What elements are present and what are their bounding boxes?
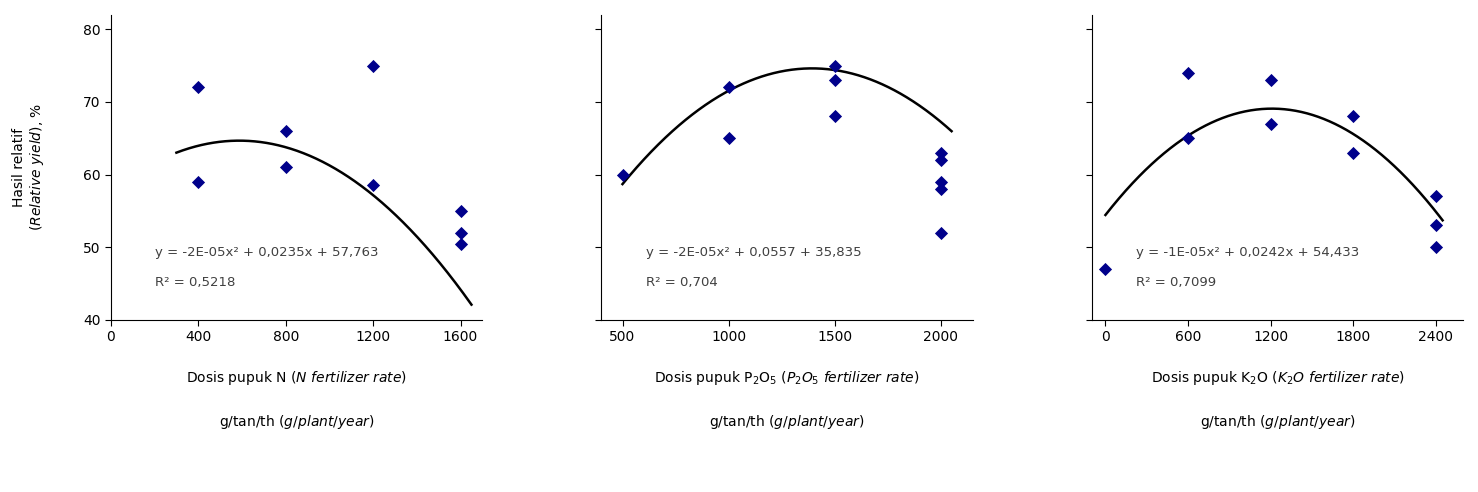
- Point: [273, 127, 297, 135]
- Point: [930, 156, 953, 164]
- Point: [1176, 69, 1200, 77]
- Point: [823, 76, 847, 84]
- Point: [449, 240, 473, 247]
- Point: [1423, 243, 1447, 251]
- Point: [610, 171, 634, 179]
- Point: [930, 149, 953, 156]
- Point: [449, 229, 473, 237]
- Point: [361, 182, 384, 189]
- Point: [717, 134, 740, 142]
- Point: [930, 185, 953, 193]
- Point: [186, 84, 210, 92]
- Point: [273, 163, 297, 171]
- Point: [717, 84, 740, 92]
- Point: [1259, 76, 1283, 84]
- Point: [823, 62, 847, 69]
- Point: [1094, 265, 1117, 273]
- Text: y = -2E-05x² + 0,0235x + 57,763: y = -2E-05x² + 0,0235x + 57,763: [155, 246, 378, 259]
- Text: Dosis pupuk P$_2$O$_5$ $\it{(P_2O_5\ fertilizer\ rate)}$: Dosis pupuk P$_2$O$_5$ $\it{(P_2O_5\ fer…: [655, 369, 919, 387]
- Point: [1342, 113, 1366, 121]
- Point: [1176, 134, 1200, 142]
- Text: g/tan/th $\it{(g/plant/year)}$: g/tan/th $\it{(g/plant/year)}$: [219, 413, 374, 431]
- Text: Dosis pupuk N $\it{(N\ fertilizer\ rate)}$: Dosis pupuk N $\it{(N\ fertilizer\ rate)…: [186, 369, 408, 387]
- Text: Dosis pupuk K$_2$O $\it{(K_2O\ fertilizer\ rate)}$: Dosis pupuk K$_2$O $\it{(K_2O\ fertilize…: [1150, 369, 1404, 387]
- Text: R² = 0,7099: R² = 0,7099: [1137, 277, 1216, 289]
- Text: R² = 0,704: R² = 0,704: [646, 277, 718, 289]
- Point: [930, 229, 953, 237]
- Text: y = -2E-05x² + 0,0557 + 35,835: y = -2E-05x² + 0,0557 + 35,835: [646, 246, 862, 259]
- Point: [1423, 192, 1447, 200]
- Point: [930, 178, 953, 186]
- Text: y = -1E-05x² + 0,0242x + 54,433: y = -1E-05x² + 0,0242x + 54,433: [1137, 246, 1360, 259]
- Point: [823, 113, 847, 121]
- Point: [1342, 149, 1366, 156]
- Point: [361, 62, 384, 69]
- Point: [1259, 120, 1283, 127]
- Text: Hasil relatif
$\it{(Relative\ yield)}$, %: Hasil relatif $\it{(Relative\ yield)}$, …: [12, 103, 46, 231]
- Point: [186, 178, 210, 186]
- Text: g/tan/th $\it{(g/plant/year)}$: g/tan/th $\it{(g/plant/year)}$: [1200, 413, 1355, 431]
- Text: R² = 0,5218: R² = 0,5218: [155, 277, 236, 289]
- Point: [449, 207, 473, 215]
- Text: g/tan/th $\it{(g/plant/year)}$: g/tan/th $\it{(g/plant/year)}$: [709, 413, 865, 431]
- Point: [1423, 221, 1447, 229]
